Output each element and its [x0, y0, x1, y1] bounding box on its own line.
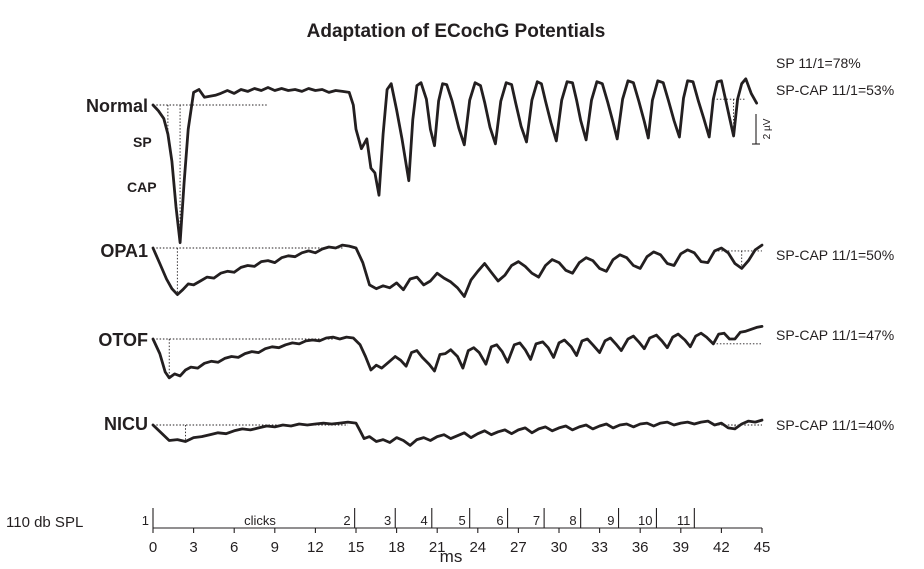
- trace-opa1: [151, 243, 764, 298]
- x-tick-label-36: 36: [632, 539, 649, 556]
- stimulus-number-1: 1: [142, 513, 149, 528]
- x-axis-ticks: 0 3 6 9 12 15 18 21 24 27 30 33 36 39 42 45: [149, 528, 771, 556]
- stimulus-number-5: 5: [458, 513, 465, 528]
- row-label-nicu: NICU: [104, 414, 148, 434]
- x-tick-label-39: 39: [672, 539, 689, 556]
- stimulus-number-11: 11: [677, 513, 691, 528]
- row-label-normal: Normal: [86, 96, 148, 116]
- normal-spcap-ratio: SP-CAP 11/1=53%: [776, 82, 894, 98]
- otof-ratio: SP-CAP 11/1=47%: [776, 327, 894, 343]
- x-tick-label-33: 33: [591, 539, 608, 556]
- clicks-label: clicks: [244, 513, 276, 528]
- stimulus-markers: 1 2 3 4 5 6 7 8 9 10 11: [142, 508, 695, 528]
- row-label-otof: OTOF: [98, 330, 148, 350]
- stimulus-number-6: 6: [496, 513, 503, 528]
- x-tick-label-42: 42: [713, 539, 730, 556]
- scale-bar-label: 2 µV: [762, 118, 773, 139]
- row-labels-group: Normal OPA1 OTOF NICU: [86, 96, 148, 434]
- row-label-opa1: OPA1: [100, 241, 148, 261]
- stimulus-number-9: 9: [607, 513, 614, 528]
- chart-title: Adaptation of ECochG Potentials: [307, 21, 606, 42]
- stimulus-number-7: 7: [533, 513, 540, 528]
- x-tick-label-0: 0: [149, 539, 157, 556]
- x-tick-label-21: 21: [429, 539, 446, 556]
- x-tick-label-18: 18: [388, 539, 405, 556]
- trace-normal: [151, 77, 758, 245]
- x-axis-label: ms: [440, 547, 463, 564]
- sp-label: SP: [133, 134, 152, 150]
- x-tick-label-27: 27: [510, 539, 527, 556]
- x-tick-label-15: 15: [348, 539, 365, 556]
- opa1-ratio: SP-CAP 11/1=50%: [776, 247, 894, 263]
- stimulus-number-3: 3: [384, 513, 391, 528]
- x-tick-label-3: 3: [189, 539, 197, 556]
- x-tick-label-30: 30: [551, 539, 568, 556]
- trace-nicu: [151, 418, 764, 447]
- scale-bar: 2 µV: [752, 114, 773, 145]
- guide-lines-group: [153, 98, 762, 442]
- stimulus-number-2: 2: [343, 513, 350, 528]
- stimulus-label: 110 db SPL: [6, 514, 83, 531]
- traces-group: [151, 77, 764, 447]
- x-tick-label-24: 24: [469, 539, 486, 556]
- x-tick-label-9: 9: [271, 539, 279, 556]
- stimulus-number-8: 8: [569, 513, 576, 528]
- stimulus-number-4: 4: [421, 513, 428, 528]
- x-tick-label-12: 12: [307, 539, 324, 556]
- trace-otof: [151, 325, 764, 380]
- nicu-ratio: SP-CAP 11/1=40%: [776, 417, 894, 433]
- x-tick-label-45: 45: [754, 539, 771, 556]
- cap-label: CAP: [127, 179, 157, 195]
- x-tick-label-6: 6: [230, 539, 238, 556]
- normal-sp-ratio: SP 11/1=78%: [776, 55, 861, 71]
- stimulus-number-10: 10: [638, 513, 652, 528]
